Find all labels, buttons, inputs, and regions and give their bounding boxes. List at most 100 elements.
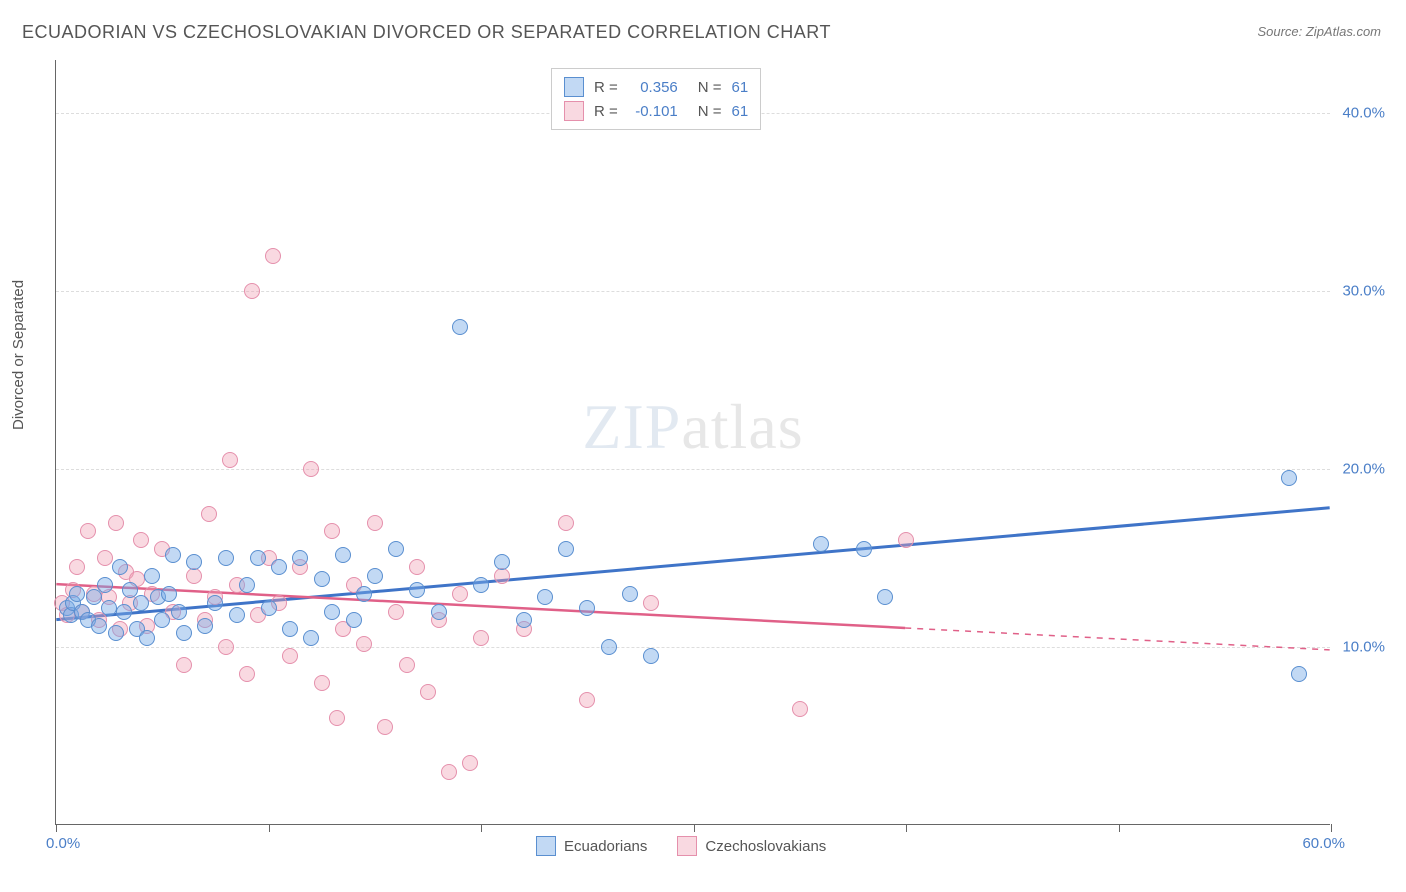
x-tick [1119, 824, 1120, 832]
data-point [558, 541, 574, 557]
data-point [303, 630, 319, 646]
data-point [1281, 470, 1297, 486]
y-tick-label: 30.0% [1335, 283, 1385, 300]
source-label: Source: ZipAtlas.com [1257, 24, 1381, 39]
data-point [367, 515, 383, 531]
data-point [250, 550, 266, 566]
data-point [643, 595, 659, 611]
data-point [108, 515, 124, 531]
x-axis-start-label: 0.0% [46, 835, 80, 852]
data-point [144, 568, 160, 584]
data-point [91, 618, 107, 634]
x-tick [481, 824, 482, 832]
data-point [161, 586, 177, 602]
legend-correlation-row: R = 0.356 N = 61 [564, 75, 748, 99]
data-point [494, 568, 510, 584]
data-point [186, 554, 202, 570]
data-point [462, 755, 478, 771]
data-point [388, 541, 404, 557]
data-point [80, 523, 96, 539]
data-point [108, 625, 124, 641]
data-point [186, 568, 202, 584]
data-point [356, 636, 372, 652]
data-point [558, 515, 574, 531]
y-axis-label: Divorced or Separated [10, 280, 27, 430]
data-point [165, 547, 181, 563]
legend-swatch [536, 836, 556, 856]
data-point [176, 625, 192, 641]
legend-series-item: Ecuadorians [536, 836, 647, 856]
data-point [420, 684, 436, 700]
legend-series-label: Czechoslovakians [705, 838, 826, 855]
data-point [452, 586, 468, 602]
data-point [431, 604, 447, 620]
r-label: R = [594, 79, 618, 96]
data-point [409, 559, 425, 575]
legend-swatch [564, 77, 584, 97]
data-point [154, 612, 170, 628]
data-point [244, 283, 260, 299]
data-point [139, 630, 155, 646]
data-point [856, 541, 872, 557]
data-point [388, 604, 404, 620]
legend-swatch [677, 836, 697, 856]
data-point [133, 595, 149, 611]
x-tick [269, 824, 270, 832]
n-label: N = [698, 103, 722, 120]
data-point [877, 589, 893, 605]
data-point [292, 550, 308, 566]
data-point [324, 523, 340, 539]
r-value: 0.356 [628, 79, 678, 96]
data-point [335, 547, 351, 563]
data-point [409, 582, 425, 598]
n-label: N = [698, 79, 722, 96]
data-point [97, 550, 113, 566]
data-point [303, 461, 319, 477]
trend-line-dashed [905, 628, 1329, 650]
data-point [494, 554, 510, 570]
y-tick-label: 40.0% [1335, 105, 1385, 122]
legend-series: Ecuadorians Czechoslovakians [536, 836, 826, 856]
legend-series-item: Czechoslovakians [677, 836, 826, 856]
data-point [643, 648, 659, 664]
data-point [101, 600, 117, 616]
data-point [97, 577, 113, 593]
legend-correlation: R = 0.356 N = 61 R =-0.101N =61 [551, 68, 761, 130]
x-tick [694, 824, 695, 832]
data-point [622, 586, 638, 602]
x-tick [1331, 824, 1332, 832]
data-point [329, 710, 345, 726]
trend-line-solid [56, 508, 1329, 620]
data-point [282, 621, 298, 637]
data-point [1291, 666, 1307, 682]
trend-lines [56, 60, 1330, 824]
data-point [452, 319, 468, 335]
data-point [473, 577, 489, 593]
data-point [282, 648, 298, 664]
data-point [201, 506, 217, 522]
legend-correlation-row: R =-0.101N =61 [564, 99, 748, 123]
data-point [441, 764, 457, 780]
data-point [813, 536, 829, 552]
y-tick-label: 20.0% [1335, 461, 1385, 478]
data-point [377, 719, 393, 735]
data-point [229, 607, 245, 623]
data-point [579, 600, 595, 616]
legend-swatch [564, 101, 584, 121]
data-point [261, 600, 277, 616]
data-point [473, 630, 489, 646]
data-point [271, 559, 287, 575]
data-point [898, 532, 914, 548]
data-point [239, 577, 255, 593]
data-point [112, 559, 128, 575]
data-point [516, 612, 532, 628]
data-point [356, 586, 372, 602]
data-point [346, 612, 362, 628]
data-point [265, 248, 281, 264]
data-point [314, 571, 330, 587]
data-point [399, 657, 415, 673]
data-point [207, 595, 223, 611]
n-value: 61 [732, 79, 749, 96]
data-point [239, 666, 255, 682]
x-axis-end-label: 60.0% [1302, 835, 1345, 852]
